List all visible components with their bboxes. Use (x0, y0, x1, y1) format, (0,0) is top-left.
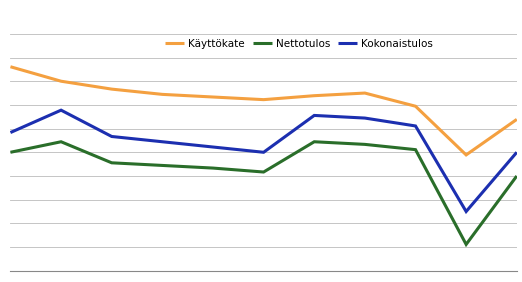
Line: Nettotulos: Nettotulos (10, 142, 517, 244)
Kokonaistulos (210, 145, 216, 149)
Nettotulos (514, 174, 520, 178)
Kokonaistulos (159, 140, 165, 144)
Nettotulos (109, 161, 115, 164)
Nettotulos (362, 143, 368, 146)
Käyttökate (463, 153, 469, 157)
Kokonaistulos (58, 109, 64, 112)
Käyttökate (362, 91, 368, 95)
Line: Kokonaistulos: Kokonaistulos (10, 110, 517, 212)
Käyttökate (260, 98, 267, 101)
Käyttökate (7, 65, 14, 69)
Nettotulos (210, 166, 216, 170)
Nettotulos (311, 140, 317, 144)
Käyttökate (412, 105, 419, 108)
Nettotulos (7, 151, 14, 154)
Nettotulos (412, 148, 419, 151)
Line: Käyttökate: Käyttökate (10, 67, 517, 155)
Kokonaistulos (412, 124, 419, 128)
Käyttökate (514, 118, 520, 121)
Kokonaistulos (362, 116, 368, 120)
Legend: Käyttökate, Nettotulos, Kokonaistulos: Käyttökate, Nettotulos, Kokonaistulos (165, 39, 433, 49)
Käyttökate (210, 95, 216, 99)
Kokonaistulos (7, 131, 14, 134)
Kokonaistulos (311, 114, 317, 117)
Nettotulos (159, 164, 165, 167)
Nettotulos (463, 243, 469, 246)
Käyttökate (311, 94, 317, 97)
Kokonaistulos (463, 210, 469, 213)
Käyttökate (109, 87, 115, 91)
Käyttökate (159, 93, 165, 96)
Kokonaistulos (514, 151, 520, 154)
Nettotulos (58, 140, 64, 144)
Nettotulos (260, 170, 267, 174)
Kokonaistulos (260, 151, 267, 154)
Kokonaistulos (109, 135, 115, 138)
Käyttökate (58, 80, 64, 83)
